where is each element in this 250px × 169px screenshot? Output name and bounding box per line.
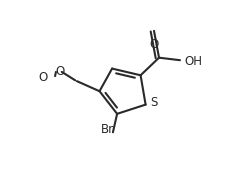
- Text: OH: OH: [184, 55, 201, 68]
- Text: O: O: [38, 71, 47, 84]
- Text: O: O: [149, 38, 158, 51]
- Text: Br: Br: [100, 124, 113, 136]
- Text: O: O: [55, 65, 64, 78]
- Text: S: S: [150, 96, 158, 110]
